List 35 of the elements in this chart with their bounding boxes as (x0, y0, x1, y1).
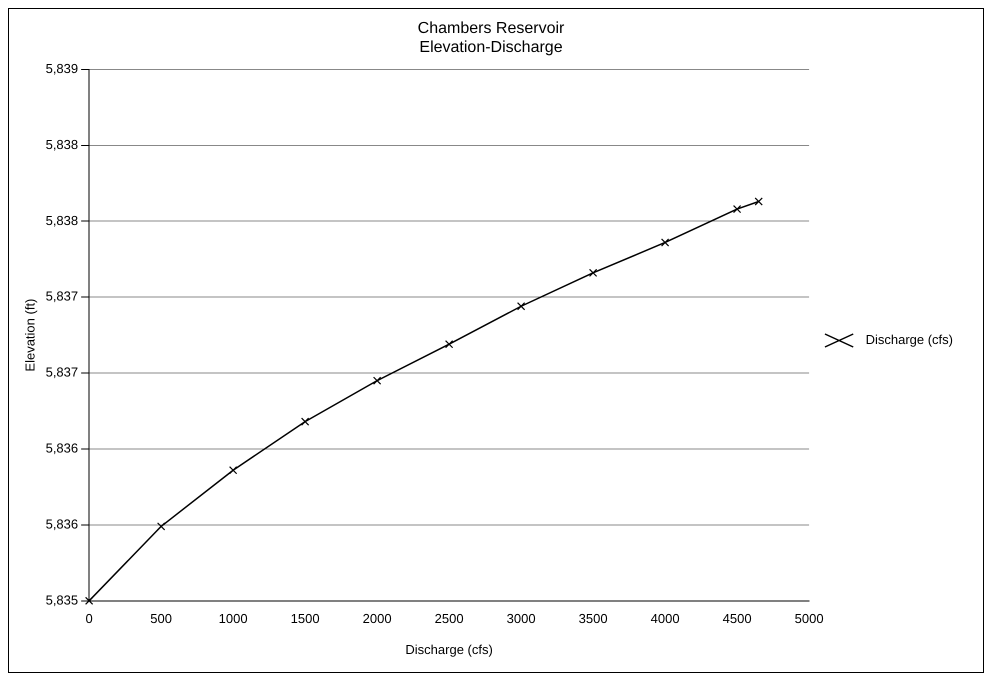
point (732, 204, 742, 214)
y-tick-label: 5,836 (46, 440, 78, 456)
x-tick-label: 1000 (218, 611, 248, 626)
x-tick-label: 3500 (578, 611, 608, 626)
x-tick-label: 5000 (794, 611, 824, 626)
x-tick-label: 0 (86, 611, 93, 626)
x-axis-title: Discharge (cfs) (405, 642, 493, 657)
x-tick-label: 2500 (434, 611, 464, 626)
y-tick-label: 5,838 (46, 212, 78, 228)
y-tick-label: 5,838 (46, 136, 78, 152)
y-tick-label: 5,835 (46, 592, 78, 608)
x-tick-label: 1500 (290, 611, 320, 626)
x-tick-label: 3000 (506, 611, 536, 626)
point (84, 596, 94, 605)
point (228, 466, 238, 474)
y-tick-label: 5,839 (46, 60, 78, 76)
point (300, 418, 310, 426)
point (588, 268, 598, 277)
point (754, 197, 763, 206)
legend-label: Discharge (cfs) (866, 332, 954, 348)
point (516, 302, 526, 310)
x-tick-label: 4500 (722, 611, 752, 626)
text: Elevation-Discharge (419, 39, 563, 56)
y-tick-label: 5,837 (46, 364, 78, 380)
point (156, 522, 166, 531)
y-tick-label: 5,837 (46, 288, 78, 304)
y-axis-title: Elevation (ft) (22, 298, 38, 372)
point (660, 238, 670, 247)
point (444, 340, 454, 348)
point (372, 376, 382, 385)
text: Chambers Reservoir (418, 20, 564, 38)
x-tick-label: 500 (150, 611, 172, 626)
x-tick-label: 4000 (650, 611, 680, 626)
y-tick-label: 5,836 (46, 516, 78, 532)
x-tick-label: 2000 (362, 611, 392, 626)
